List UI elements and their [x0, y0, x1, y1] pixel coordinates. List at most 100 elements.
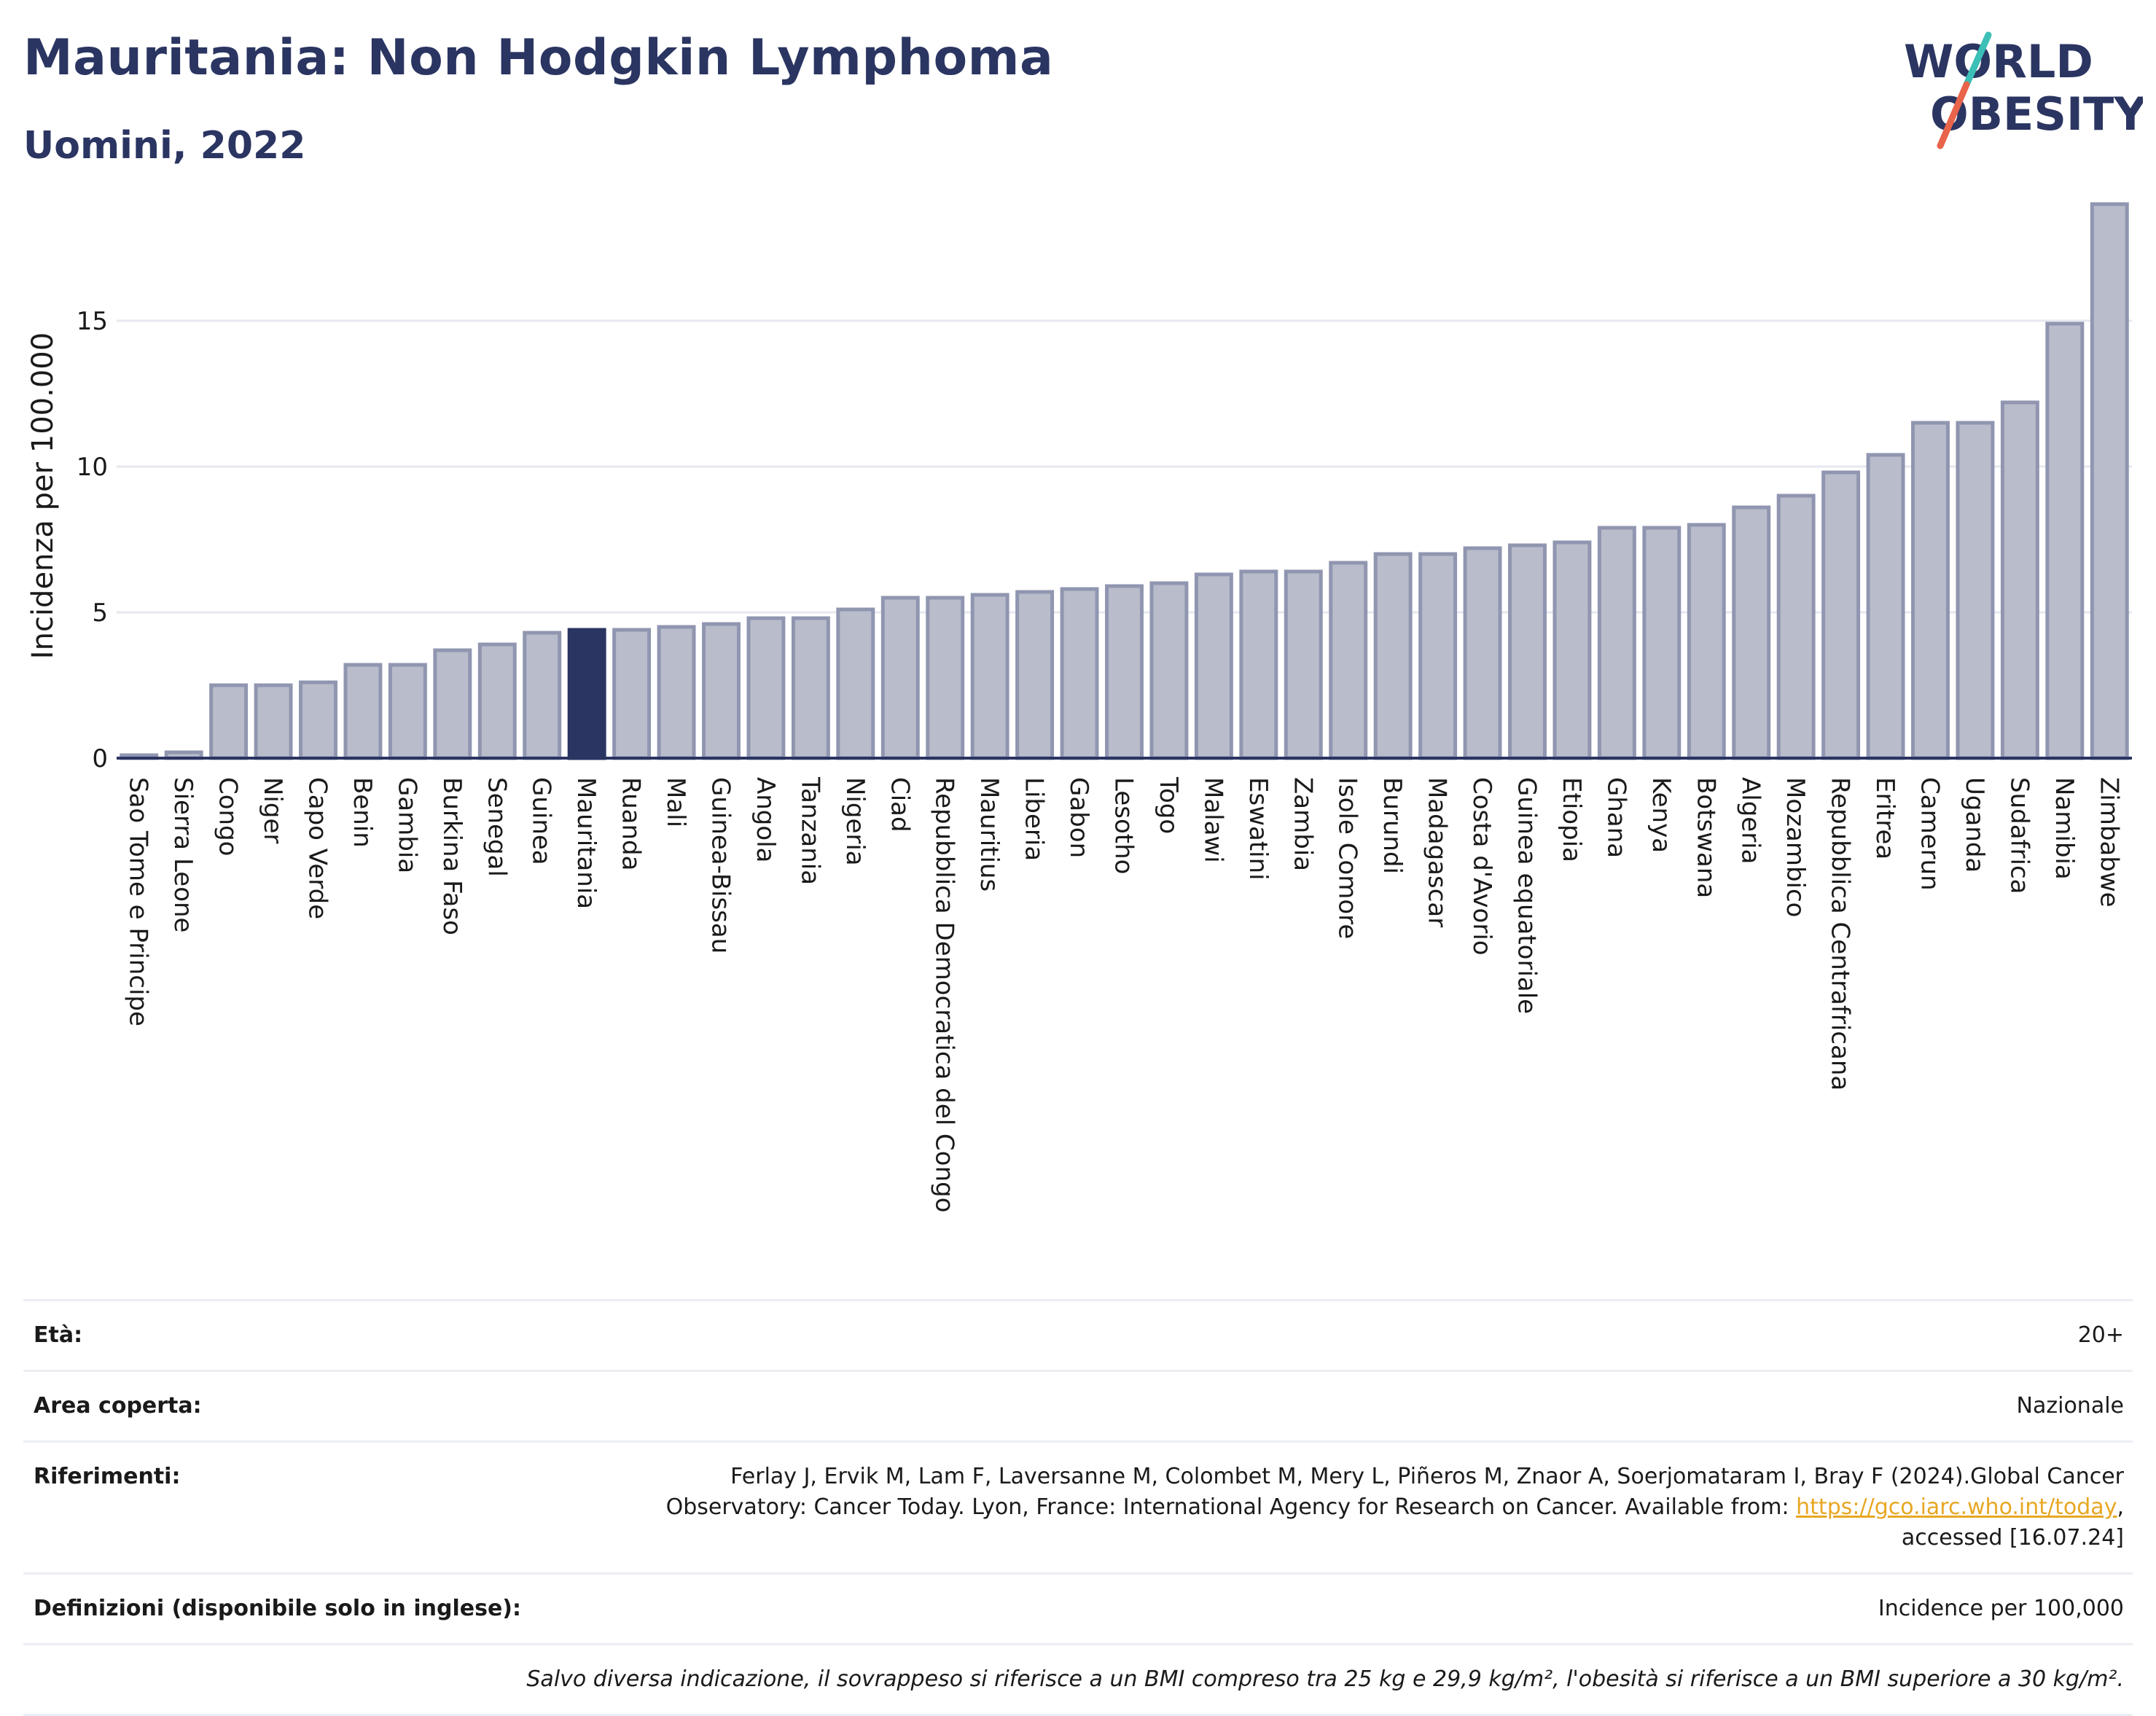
x-tick-label: Ghana — [1601, 777, 1630, 858]
y-tick-label: 10 — [77, 453, 108, 482]
bar — [1015, 590, 1055, 760]
x-tick-label: Repubblica Democratica del Congo — [930, 777, 959, 1212]
x-tick-label: Liberia — [1020, 777, 1049, 861]
bar — [1687, 523, 1726, 760]
bar — [254, 683, 293, 760]
bar — [1776, 494, 1816, 760]
bar — [702, 622, 741, 760]
x-tick-label: Mauritania — [571, 777, 601, 909]
world-obesity-logo: WORLD OBESITY — [1904, 31, 2143, 149]
x-tick-label: Togo — [1154, 776, 1183, 834]
x-tick-label: Niger — [258, 777, 287, 843]
bar — [1239, 569, 1278, 760]
x-tick-label: Malawi — [1198, 777, 1227, 863]
x-tick-label: Burkina Faso — [437, 777, 466, 935]
bar — [836, 607, 875, 760]
logo-line-2: OBESITY — [1930, 87, 2143, 141]
bar — [1866, 453, 1905, 760]
reference-line-1: Ferlay J, Ervik M, Lam F, Laversanne M, … — [730, 1464, 2124, 1489]
references-label: Riferimenti: — [34, 1464, 181, 1489]
definitions-value: Incidence per 100,000 — [1878, 1596, 2124, 1621]
y-tick-label: 15 — [77, 307, 108, 336]
age-value: 20+ — [2077, 1322, 2124, 1348]
bar — [343, 663, 383, 760]
x-tick-label: Sudafrica — [2004, 777, 2034, 894]
x-tick-label: Botswana — [1691, 777, 1720, 898]
bar — [791, 616, 830, 760]
bar — [1463, 546, 1502, 760]
logo-line-1: WORLD — [1904, 35, 2093, 88]
meta-row-note: Salvo diversa indicazione, il sovrappeso… — [23, 1643, 2133, 1716]
logo-slash-coral — [1937, 81, 1970, 149]
area-label: Area coperta: — [34, 1393, 202, 1419]
x-tick-label: Congo — [214, 777, 243, 856]
x-tick-label: Guinea-Bissau — [706, 777, 735, 953]
x-tick-label: Eswatini — [1243, 777, 1273, 881]
bar — [1149, 581, 1189, 760]
bar — [1956, 421, 1995, 760]
meta-row-references: Riferimenti: Ferlay J, Ervik M, Lam F, L… — [23, 1440, 2133, 1572]
meta-row-definitions: Definizioni (disponibile solo in inglese… — [23, 1572, 2133, 1643]
reference-line-2-comma: , — [2117, 1494, 2124, 1520]
bar — [657, 625, 696, 760]
reference-link[interactable]: https://gco.iarc.who.int/today — [1796, 1494, 2117, 1520]
bar — [746, 616, 786, 760]
x-tick-label: Costa d'Avorio — [1467, 777, 1496, 956]
bar — [1060, 587, 1099, 760]
bar — [2090, 202, 2129, 760]
x-tick-label: Guinea — [527, 777, 556, 865]
x-tick-label: Algeria — [1736, 777, 1765, 864]
y-axis-label: Incidenza per 100.000 — [26, 332, 60, 659]
bar — [1373, 552, 1413, 760]
bar — [1418, 552, 1458, 760]
bar — [433, 648, 472, 760]
x-tick-label: Nigeria — [840, 777, 870, 866]
x-tick-label: Gabon — [1064, 777, 1093, 858]
x-tick-label: Mauritius — [975, 777, 1004, 892]
x-tick-label: Repubblica Centrafricana — [1826, 777, 1855, 1091]
x-tick-label: Sao Tome e Principe — [124, 777, 153, 1026]
x-tick-label: Isole Comore — [1333, 777, 1362, 939]
bar — [1508, 543, 1547, 760]
bar — [1194, 572, 1233, 760]
bar — [388, 663, 427, 760]
page-title: Mauritania: Non Hodgkin Lymphoma — [23, 29, 1054, 87]
x-tick-label: Ciad — [885, 777, 914, 832]
x-tick-label: Sierra Leone — [168, 777, 198, 932]
logo-slash-teal — [1963, 31, 1992, 88]
x-tick-label: Namibia — [2050, 777, 2079, 880]
bar — [299, 680, 337, 760]
x-tick-label: Zimbabwe — [2094, 777, 2123, 908]
bar — [1821, 470, 1861, 760]
bar — [926, 596, 965, 760]
bmi-note: Salvo diversa indicazione, il sovrappeso… — [526, 1666, 2124, 1692]
x-tick-label: Capo Verde — [303, 777, 332, 919]
references-text: Ferlay J, Ervik M, Lam F, Laversanne M, … — [666, 1462, 2124, 1553]
bar — [1642, 526, 1682, 760]
x-tick-label: Eritrea — [1870, 777, 1899, 859]
x-tick-label: Zambia — [1288, 777, 1317, 871]
x-tick-label: Tanzania — [795, 776, 824, 885]
x-tick-label: Gambia — [392, 777, 421, 873]
x-tick-label: Burundi — [1378, 777, 1407, 874]
area-value: Nazionale — [2016, 1393, 2124, 1419]
x-tick-label: Uganda — [1960, 777, 1989, 873]
y-tick-label: 5 — [92, 598, 108, 628]
y-tick-label: 0 — [92, 744, 108, 773]
bar — [209, 683, 249, 760]
bar — [567, 628, 606, 760]
bar — [880, 596, 920, 760]
bar — [2045, 321, 2085, 760]
x-tick-label: Benin — [348, 777, 377, 848]
reference-line-2: Observatory: Cancer Today. Lyon, France:… — [666, 1492, 2124, 1523]
bar — [1911, 421, 1950, 760]
bar — [970, 593, 1009, 760]
bar — [1552, 540, 1592, 760]
x-tick-label: Mozambico — [1781, 777, 1810, 917]
reference-line-3: accessed [16.07.24] — [1901, 1525, 2124, 1551]
reference-line-2-text: Observatory: Cancer Today. Lyon, France:… — [665, 1494, 1797, 1520]
x-tick-label: Camerun — [1915, 777, 1945, 891]
x-tick-label: Etiopia — [1557, 777, 1586, 862]
bar — [1105, 584, 1144, 760]
bar — [523, 631, 562, 760]
